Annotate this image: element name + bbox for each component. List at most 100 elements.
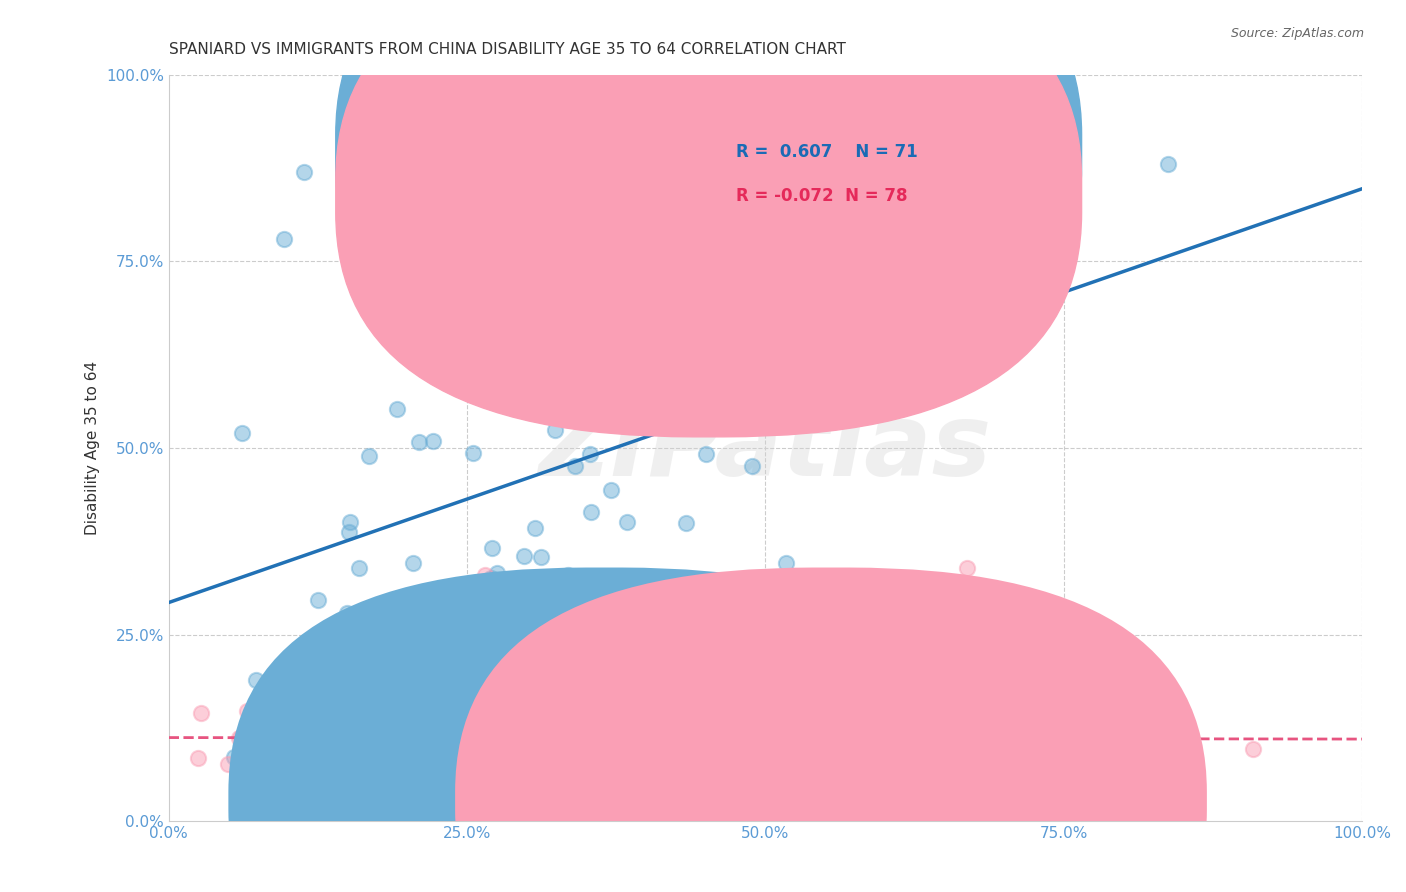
Point [638, 357, 661, 371]
Point [889, 401, 911, 415]
Point [523, 735, 546, 749]
Point [471, 625, 494, 640]
Point [907, 739, 929, 753]
Point [990, 717, 1012, 731]
Point [911, 746, 934, 760]
Point [336, 606, 359, 620]
Point [530, 549, 553, 564]
Point [711, 753, 734, 767]
Point [560, 731, 582, 745]
Text: Spaniards: Spaniards [634, 794, 710, 809]
Point [848, 702, 870, 716]
Point [588, 721, 610, 735]
Point [591, 739, 613, 753]
Point [638, 412, 661, 426]
Point [298, 711, 321, 725]
Text: SPANIARD VS IMMIGRANTS FROM CHINA DISABILITY AGE 35 TO 64 CORRELATION CHART: SPANIARD VS IMMIGRANTS FROM CHINA DISABI… [169, 42, 845, 57]
Point [831, 747, 853, 761]
FancyBboxPatch shape [456, 567, 1206, 892]
Point [329, 755, 352, 769]
Point [599, 483, 621, 498]
Point [796, 737, 818, 751]
Point [564, 459, 586, 474]
Point [695, 447, 717, 461]
Point [953, 326, 976, 340]
Point [499, 714, 522, 729]
Point [247, 729, 270, 743]
Point [409, 760, 432, 774]
Point [408, 435, 430, 450]
Point [544, 704, 567, 718]
Point [598, 302, 620, 317]
Point [741, 459, 763, 474]
Point [380, 279, 402, 293]
Point [337, 524, 360, 539]
Point [292, 164, 315, 178]
Point [337, 747, 360, 762]
Point [273, 232, 295, 246]
Point [301, 640, 323, 655]
Point [231, 425, 253, 440]
Point [494, 706, 516, 720]
Point [682, 286, 704, 301]
Point [616, 738, 638, 752]
Text: ZIPatlas: ZIPatlas [538, 400, 991, 497]
Point [328, 726, 350, 740]
Point [956, 706, 979, 721]
Point [295, 653, 318, 667]
Point [499, 157, 522, 171]
Point [688, 729, 710, 743]
Point [439, 351, 461, 365]
Point [681, 753, 703, 767]
Point [796, 392, 818, 406]
Point [456, 613, 478, 627]
Point [385, 402, 408, 417]
Point [995, 750, 1018, 764]
Point [728, 740, 751, 755]
Point [644, 351, 666, 365]
FancyBboxPatch shape [336, 0, 1081, 437]
Point [470, 602, 492, 616]
Point [461, 446, 484, 460]
Point [484, 731, 506, 745]
Point [485, 566, 508, 580]
Point [585, 682, 607, 697]
Point [676, 249, 699, 263]
Point [245, 673, 267, 687]
Point [413, 752, 436, 766]
Y-axis label: Disability Age 35 to 64: Disability Age 35 to 64 [86, 361, 100, 535]
Point [276, 717, 298, 731]
Point [780, 356, 803, 370]
Point [524, 521, 547, 535]
Point [571, 782, 593, 797]
Point [583, 753, 606, 767]
Point [800, 714, 823, 729]
Point [571, 765, 593, 780]
Point [853, 739, 876, 754]
Point [579, 750, 602, 764]
Point [315, 652, 337, 666]
Point [585, 230, 607, 244]
Text: R = -0.072  N = 78: R = -0.072 N = 78 [735, 187, 907, 205]
Point [335, 703, 357, 717]
Point [704, 755, 727, 769]
Point [496, 695, 519, 709]
Point [339, 515, 361, 529]
FancyBboxPatch shape [228, 567, 980, 892]
Point [360, 708, 382, 723]
Point [222, 750, 245, 764]
Point [574, 756, 596, 770]
Point [807, 581, 830, 595]
Point [250, 714, 273, 728]
Point [800, 706, 823, 720]
Point [811, 384, 834, 399]
Point [353, 792, 375, 806]
Point [723, 732, 745, 747]
Text: R =  0.607    N = 71: R = 0.607 N = 71 [735, 143, 917, 161]
Point [775, 557, 797, 571]
Point [474, 568, 496, 582]
Point [675, 516, 697, 530]
Point [378, 744, 401, 758]
Point [544, 423, 567, 437]
Point [579, 505, 602, 519]
